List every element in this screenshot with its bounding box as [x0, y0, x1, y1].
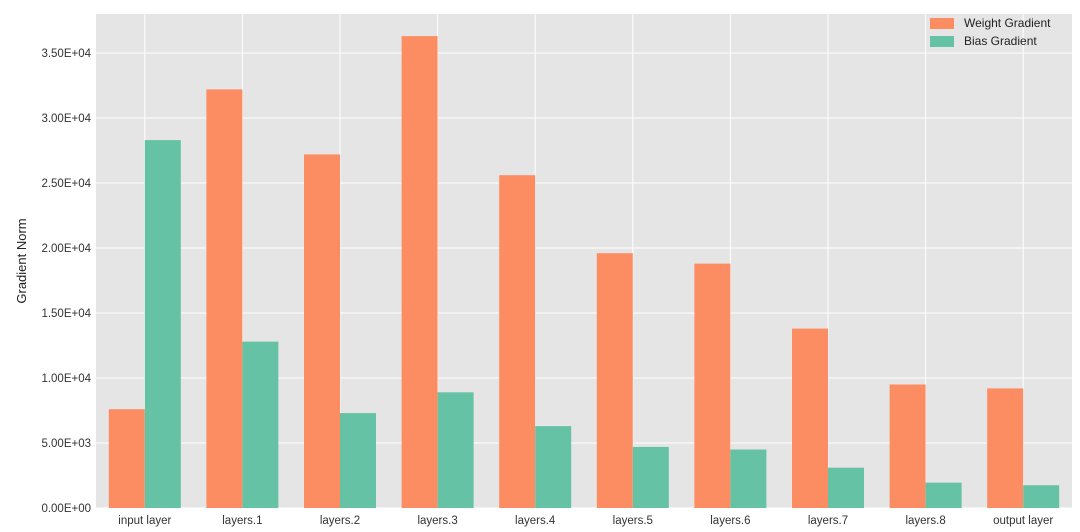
- x-axis-ticks: input layer layers.1 layers.2 layers.3 layer…: [118, 515, 1053, 527]
- y-axis-ticks: 0.00E+00 5.00E+03 1.00E+04 1.50E+04 2.00E+04…: [41, 48, 91, 515]
- x-tick-label: layers.8: [905, 515, 945, 527]
- bias-gradient-bar-4: [437, 392, 474, 508]
- weight-gradient-bar-4: [401, 36, 438, 508]
- x-tick-label: layers.3: [417, 515, 457, 527]
- x-tick-label: layers.5: [613, 515, 653, 527]
- weight-gradient-bar-6: [596, 253, 633, 508]
- x-tick-label: layers.7: [808, 515, 848, 527]
- legend-swatch: [930, 18, 954, 29]
- y-tick-label: 3.50E+04: [41, 48, 91, 60]
- y-tick-label: 0.00E+00: [41, 503, 91, 515]
- weight-gradient-bar-9: [889, 384, 926, 508]
- weight-gradient-bar-2: [206, 89, 243, 509]
- x-tick-label: layers.4: [515, 515, 556, 527]
- y-tick-label: 2.00E+04: [41, 243, 91, 255]
- bias-gradient-bar-5: [535, 426, 572, 508]
- bias-gradient-bar-7: [730, 449, 767, 508]
- bias-gradient-bar-3: [340, 413, 376, 508]
- bias-gradient-bar-1: [144, 140, 181, 508]
- x-tick-label: input layer: [118, 515, 171, 527]
- y-axis-title: Gradient Norm: [14, 218, 29, 303]
- bias-gradient-bar-9: [925, 482, 962, 508]
- legend-label: Bias Gradient: [964, 34, 1037, 48]
- legend-label: Weight Gradient: [964, 16, 1051, 30]
- x-tick-label: output layer: [993, 515, 1053, 527]
- weight-gradient-bar-7: [694, 263, 731, 508]
- bias-gradient-bar-8: [828, 467, 864, 508]
- legend: Weight Gradient Bias Gradient: [930, 16, 1051, 48]
- weight-gradient-bar-1: [108, 409, 145, 508]
- weight-gradient-bar-8: [792, 328, 828, 508]
- bars: [108, 36, 1060, 509]
- y-tick-label: 3.00E+04: [41, 113, 91, 125]
- y-tick-label: 5.00E+03: [41, 438, 91, 450]
- y-tick-label: 2.50E+04: [41, 178, 91, 190]
- y-tick-label: 1.50E+04: [41, 308, 91, 320]
- weight-gradient-bar-5: [499, 175, 536, 508]
- x-tick-label: layers.6: [710, 515, 750, 527]
- bias-gradient-bar-10: [1023, 485, 1060, 508]
- weight-gradient-bar-10: [987, 388, 1024, 508]
- x-tick-label: layers.1: [222, 515, 262, 527]
- bias-gradient-bar-2: [242, 341, 279, 508]
- y-tick-label: 1.00E+04: [41, 373, 91, 385]
- weight-gradient-bar-3: [304, 154, 340, 508]
- legend-swatch: [930, 36, 954, 47]
- bias-gradient-bar-6: [632, 446, 669, 508]
- x-tick-label: layers.2: [320, 515, 360, 527]
